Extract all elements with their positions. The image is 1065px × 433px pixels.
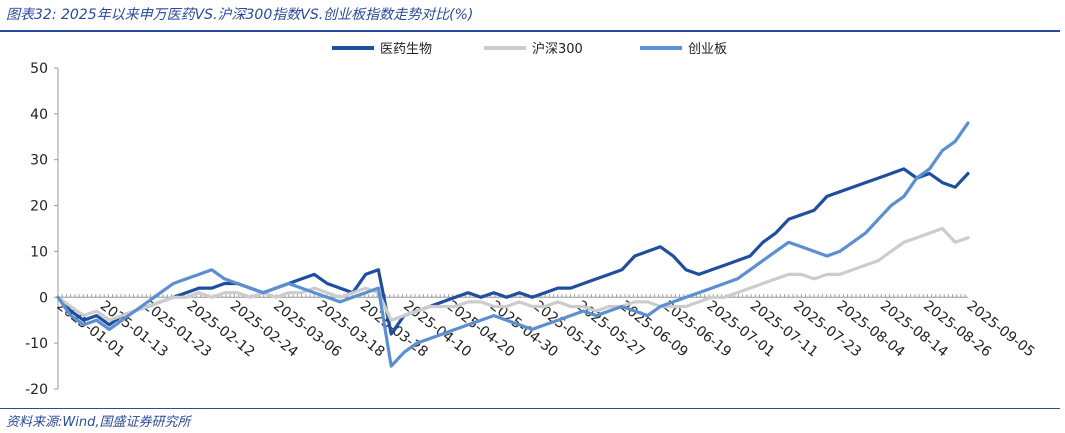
legend: 医药生物 沪深300 创业板 xyxy=(332,41,727,57)
series-line-沪深300 xyxy=(56,226,970,322)
y-tick-label: -20 xyxy=(25,382,48,398)
line-chart: 医药生物 沪深300 创业板 -20 -10 0 10 20 30 40 50 2025-01-0… xyxy=(25,41,1038,398)
series-line-创业板 xyxy=(56,121,970,368)
y-tick-label: 0 xyxy=(39,290,48,306)
y-tick-label: 20 xyxy=(30,199,48,215)
chart-title: 图表32: 2025年以来申万医药VS.沪深300指数VS.创业板指数走势对比(… xyxy=(6,7,474,23)
series-line-医药生物 xyxy=(56,167,970,336)
series-layer xyxy=(56,121,970,368)
legend-label: 医药生物 xyxy=(380,42,432,57)
y-axis: -20 -10 0 10 20 30 40 50 xyxy=(25,61,59,398)
y-tick-label: 30 xyxy=(30,153,48,169)
source-note: 资料来源:Wind,国盛证券研究所 xyxy=(6,415,191,430)
y-tick-label: 50 xyxy=(30,61,48,77)
footer-divider xyxy=(0,408,1060,409)
y-tick-label: 10 xyxy=(30,244,48,260)
legend-label: 沪深300 xyxy=(532,41,583,57)
x-axis: 2025-01-012025-01-132025-01-232025-02-12… xyxy=(54,294,1038,361)
legend-label: 创业板 xyxy=(688,42,727,57)
y-tick-label: -10 xyxy=(25,336,48,352)
title-divider xyxy=(0,30,1060,32)
y-tick-label: 40 xyxy=(30,107,48,123)
